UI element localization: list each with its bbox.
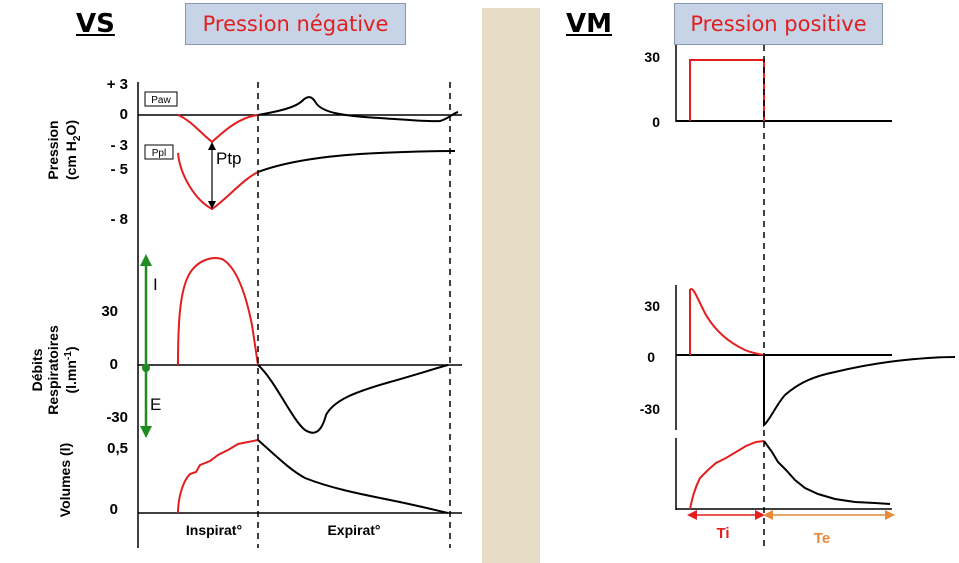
panel-separator bbox=[482, 8, 540, 563]
flow-label-e: E bbox=[150, 395, 161, 414]
ppl-curve-expi bbox=[257, 150, 456, 173]
pressure-ylabel: Pression bbox=[45, 120, 61, 179]
volume-curve-expi bbox=[257, 439, 449, 514]
tick-m3: - 3 bbox=[110, 137, 128, 154]
tick-m8: - 8 bbox=[110, 211, 128, 228]
ptp-label: Ptp bbox=[216, 149, 242, 168]
paw-label-box bbox=[144, 91, 178, 107]
flow-curve-expi bbox=[257, 364, 449, 434]
vm-volume-curve-inspi bbox=[689, 440, 765, 510]
tick-p0: 0 bbox=[120, 106, 128, 123]
ppl-label-box bbox=[144, 144, 174, 160]
vm-flow-curve-inspi bbox=[689, 288, 765, 356]
tick-vol-05: 0,5 bbox=[107, 440, 128, 457]
vm-pressure-square-wave bbox=[689, 59, 765, 121]
vm-tick-p30: 30 bbox=[644, 49, 660, 65]
te-label: Te bbox=[814, 530, 830, 547]
tick-flow-m30: -30 bbox=[106, 409, 128, 426]
paw-label: Paw bbox=[151, 95, 171, 106]
ie-arrow-center-dot bbox=[142, 364, 150, 372]
volume-ylabel: Volumes (l) bbox=[57, 443, 73, 517]
flow-ylabel-1: Débits bbox=[29, 348, 45, 391]
tick-flow-30: 30 bbox=[101, 303, 118, 320]
ti-label: Ti bbox=[716, 525, 729, 542]
volume-curve-inspi bbox=[177, 439, 259, 514]
phase-inspi-label: Inspirat° bbox=[186, 522, 242, 538]
paw-curve-inspi bbox=[177, 114, 259, 144]
tick-flow-0: 0 bbox=[110, 356, 118, 373]
positive-pressure-title: Pression positive bbox=[674, 3, 883, 45]
negative-pressure-title: Pression négative bbox=[185, 3, 406, 45]
tick-vol-0: 0 bbox=[110, 501, 118, 518]
vm-tick-p0: 0 bbox=[652, 114, 660, 130]
tick-m5: - 5 bbox=[110, 161, 128, 178]
tick-p3: + 3 bbox=[107, 76, 128, 93]
ppl-label: Ppl bbox=[152, 148, 166, 159]
vm-tick-flow-m30: -30 bbox=[640, 401, 660, 417]
vm-header: VM bbox=[566, 9, 612, 39]
phase-expi-label: Expirat° bbox=[327, 522, 380, 538]
vm-flow-curve-expi bbox=[763, 355, 956, 428]
vm-tick-flow-0: 0 bbox=[647, 349, 655, 365]
flow-ylabel-3: (l.mn-1) bbox=[63, 346, 79, 393]
flow-label-i: I bbox=[153, 275, 158, 294]
vs-header: VS bbox=[76, 9, 115, 39]
flow-ylabel-2: Respiratoires bbox=[45, 325, 61, 415]
paw-curve-expi bbox=[257, 96, 459, 123]
vm-volume-curve-expi bbox=[763, 440, 891, 505]
pressure-ylabel-unit: (cm H2O) bbox=[63, 120, 83, 180]
vm-tick-flow-30: 30 bbox=[644, 298, 660, 314]
flow-curve-inspi bbox=[177, 257, 259, 366]
